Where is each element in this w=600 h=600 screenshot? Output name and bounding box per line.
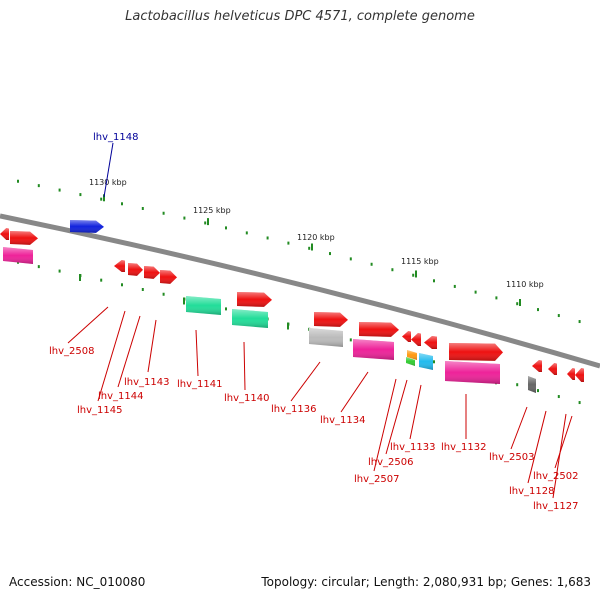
- gene-feature-shading: [114, 260, 125, 272]
- gene-label-lhv-2503: lhv_2503: [489, 452, 534, 463]
- gene-label-lhv-1145: lhv_1145: [77, 405, 122, 416]
- kbp-scale-labels: 1130 kbp 1125 kbp 1120 kbp 1115 kbp 1110…: [89, 178, 544, 289]
- gene-feature-shading: [128, 263, 143, 276]
- leader-line: [97, 310, 126, 402]
- gene-feature-shading: [419, 353, 433, 370]
- gene-feature-shading: [144, 266, 160, 279]
- gene-label-lhv-1140: lhv_1140: [224, 393, 269, 404]
- gene-feature-shading: [232, 309, 268, 328]
- gene-feature-shading: [314, 312, 348, 327]
- gene-label-lhv-1141: lhv_1141: [177, 379, 222, 390]
- gene-label-lhv-2508: lhv_2508: [49, 346, 94, 357]
- leader-line: [409, 384, 422, 440]
- kbp-label: 1125 kbp: [193, 206, 231, 215]
- gene-label-lhv-1133: lhv_1133: [390, 442, 435, 453]
- gene-label-lhv-1128: lhv_1128: [509, 486, 554, 497]
- gene-feature-shading: [10, 231, 38, 245]
- gene-label-lhv-1134: lhv_1134: [320, 415, 365, 426]
- leader-line: [552, 413, 567, 499]
- gene-label-lhv-1144: lhv_1144: [98, 391, 143, 402]
- kbp-label: 1130 kbp: [89, 178, 127, 187]
- gene-feature-shading: [0, 228, 9, 240]
- gene-label-lhv-1148: lhv_1148: [93, 132, 138, 143]
- map-title: Lactobacillus helveticus DPC 4571, compl…: [125, 9, 475, 24]
- gene-label-lhv-2502: lhv_2502: [533, 471, 578, 482]
- label-leader-lines: [67, 142, 573, 499]
- leader-line: [290, 361, 321, 402]
- leader-line: [554, 415, 573, 469]
- gene-feature-shading: [567, 368, 575, 380]
- kbp-label: 1115 kbp: [401, 257, 439, 266]
- gene-label-lhv-2506: lhv_2506: [368, 457, 413, 468]
- gene-feature-shading: [309, 328, 343, 347]
- leader-line: [195, 329, 199, 377]
- gene-feature-shading: [406, 357, 415, 366]
- leader-line: [117, 315, 141, 388]
- topology-summary: Topology: circular; Length: 2,080,931 bp…: [261, 575, 591, 589]
- gene-feature-shading: [424, 336, 437, 349]
- gene-label-lhv-1127: lhv_1127: [533, 501, 578, 512]
- gene-label-lhv-1143: lhv_1143: [124, 377, 169, 388]
- gene-feature-shading: [359, 322, 399, 337]
- gene-feature-shading: [532, 360, 542, 372]
- gene-feature-shading: [160, 270, 177, 284]
- gene-feature-shading: [186, 296, 221, 315]
- gene-feature-shading: [411, 333, 421, 346]
- gene-feature-shading: [237, 292, 272, 307]
- gene-feature-shading: [449, 343, 503, 361]
- gene-features: [0, 220, 584, 393]
- kbp-label: 1110 kbp: [506, 280, 544, 289]
- accession-text: Accession: NC_010080: [9, 575, 146, 589]
- gene-feature-shading: [575, 368, 584, 382]
- leader-line: [373, 378, 397, 472]
- gene-labels: lhv_1148 lhv_2508 lhv_1143 lhv_1144 lhv_…: [49, 132, 578, 512]
- gene-feature-shading: [407, 350, 417, 360]
- gene-label-lhv-2507: lhv_2507: [354, 474, 399, 485]
- leader-line: [147, 319, 157, 373]
- gene-feature-shading: [70, 220, 104, 233]
- gene-feature-shading: [548, 363, 557, 375]
- gene-label-lhv-1136: lhv_1136: [271, 404, 316, 415]
- gene-feature-shading: [3, 247, 33, 264]
- genome-backbone: [0, 213, 600, 369]
- leader-line: [103, 142, 114, 198]
- leader-line: [340, 371, 369, 413]
- leader-line: [510, 406, 528, 450]
- gene-feature-shading: [528, 376, 536, 393]
- leader-line: [527, 410, 547, 484]
- kbp-label: 1120 kbp: [297, 233, 335, 242]
- gene-label-lhv-1132: lhv_1132: [441, 442, 486, 453]
- leader-line: [67, 306, 109, 344]
- gene-feature-shading: [402, 331, 411, 342]
- leader-line: [243, 341, 246, 391]
- gene-feature-shading: [353, 339, 394, 360]
- leader-line: [385, 379, 408, 455]
- gene-feature-shading: [445, 361, 500, 384]
